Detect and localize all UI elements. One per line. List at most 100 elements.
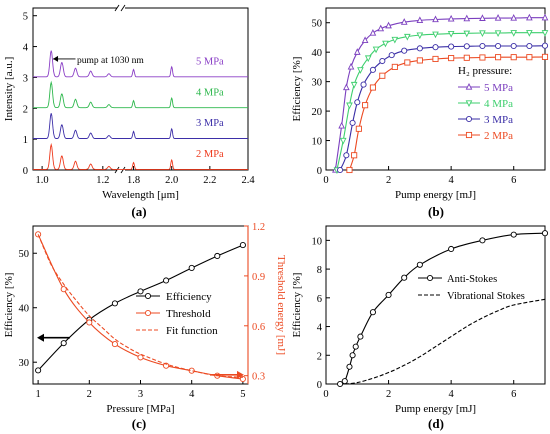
d-point-Anti-Stokes xyxy=(346,363,353,370)
b-point-5-MPa xyxy=(377,24,385,32)
b-point-5-MPa xyxy=(338,121,345,129)
b-legend-marker xyxy=(465,115,473,123)
b-x-axis-title: Pump energy [mJ] xyxy=(395,189,476,201)
b-point-2-MPa xyxy=(346,166,353,174)
b-point-3-MPa xyxy=(354,99,361,106)
b-point-4-MPa xyxy=(357,67,364,74)
d-y-tick-label: 2 xyxy=(317,351,322,362)
d-point-Anti-Stokes xyxy=(337,380,344,388)
panel-label-b: (b) xyxy=(428,204,444,219)
c-legend-label: Threshold xyxy=(166,308,211,320)
c-point-Efficiency xyxy=(214,252,221,260)
a-spectrum-3-MPa xyxy=(33,113,248,139)
b-point-2-MPa xyxy=(526,54,533,61)
c-y-tick-label: 50 xyxy=(19,249,30,260)
a-pump-annotation: pump at 1030 nm xyxy=(77,56,144,66)
b-point-5-MPa xyxy=(353,48,361,55)
d-y-tick-label: 4 xyxy=(317,323,323,334)
b-y-tick-label: 0 xyxy=(317,166,322,177)
c-y-axis-title: Efficiency [%] xyxy=(3,273,15,338)
b-point-4-MPa xyxy=(479,30,486,38)
b-point-3-MPa xyxy=(369,66,376,73)
b-point-4-MPa xyxy=(510,30,518,37)
a-axis-break-gap-top xyxy=(117,5,125,11)
a-x-tick-label: 1.0 xyxy=(36,175,49,186)
a-spectrum-2-MPa xyxy=(33,142,248,170)
c-point-Threshold xyxy=(137,354,144,361)
c-y-tick-label: 40 xyxy=(19,304,30,315)
b-point-2-MPa xyxy=(351,152,358,159)
b-point-2-MPa xyxy=(404,59,411,66)
a-x-tick-label: 2.4 xyxy=(241,175,255,186)
b-point-3-MPa xyxy=(526,42,533,50)
c-y-right-tick-label: 0.9 xyxy=(252,272,265,283)
d-x-tick-label: 6 xyxy=(511,389,516,400)
a-axis-break-mark xyxy=(120,166,126,174)
a-y-tick-label: 1 xyxy=(23,135,28,146)
b-y-tick-label: 20 xyxy=(312,107,323,118)
c-x-axis-title: Pressure [MPa] xyxy=(106,403,174,415)
a-axis-break-mark xyxy=(114,166,120,174)
d-point-Anti-Stokes xyxy=(341,378,348,385)
b-y-tick-label: 40 xyxy=(312,48,323,59)
a-spectrum-5-MPa xyxy=(33,50,248,78)
c-point-Threshold xyxy=(86,319,93,326)
c-point-Threshold xyxy=(163,362,170,369)
b-point-4-MPa xyxy=(391,36,399,44)
a-pump-arrowhead xyxy=(53,55,59,62)
a-plot-frame xyxy=(32,7,249,171)
b-point-3-MPa xyxy=(416,45,423,52)
b-point-2-MPa xyxy=(379,72,386,79)
b-point-2-MPa xyxy=(362,102,369,109)
a-y-axis-title: Intensity [a.u.] xyxy=(3,57,15,121)
b-point-5-MPa xyxy=(541,13,549,21)
b-point-3-MPa xyxy=(479,42,486,50)
a-axis-break-gap-bottom xyxy=(117,167,125,173)
b-point-4-MPa xyxy=(432,31,439,39)
panel-a-spectra: 1.0 1.2 1.8 2.0 2.2 2.4 0 1 2 3 4 5 Wavelength [μm] I… xyxy=(3,4,255,201)
b-legend-label: 3 MPa xyxy=(484,114,513,126)
d-line-Anti-Stokes xyxy=(339,232,546,385)
b-point-4-MPa xyxy=(339,137,347,145)
b-point-4-MPa xyxy=(463,30,471,38)
d-point-Anti-Stokes xyxy=(448,245,455,253)
b-line-2-MPa xyxy=(348,56,546,171)
c-point-Efficiency xyxy=(163,277,170,284)
c-x-tick-label: 5 xyxy=(240,389,245,400)
d-x-tick-label: 0 xyxy=(323,389,328,400)
a-x-tick-label: 1.8 xyxy=(127,175,140,186)
a-axis-break-mark xyxy=(114,4,120,12)
b-point-2-MPa xyxy=(369,84,376,91)
b-point-4-MPa xyxy=(404,33,411,41)
d-y-axis-title: Efficiency [%] xyxy=(291,273,303,338)
c-legend-label: Efficiency xyxy=(166,291,212,303)
b-point-3-MPa xyxy=(388,52,395,59)
a-series-label: 3 MPa xyxy=(196,118,224,129)
b-point-3-MPa xyxy=(495,42,502,50)
b-point-4-MPa xyxy=(447,30,455,38)
b-legend-marker xyxy=(465,131,473,139)
c-point-Efficiency xyxy=(35,367,42,374)
b-legend-label: 4 MPa xyxy=(484,98,513,110)
panel-label-a: (a) xyxy=(131,204,146,219)
b-point-2-MPa xyxy=(463,54,470,61)
b-y-tick-label: 30 xyxy=(312,78,323,89)
b-point-3-MPa xyxy=(379,57,386,65)
b-point-5-MPa xyxy=(385,21,392,29)
b-y-axis-title: Efficiency [%] xyxy=(291,57,303,122)
c-y-right-tick-label: 1.2 xyxy=(252,222,265,233)
b-point-5-MPa xyxy=(432,15,439,23)
b-point-5-MPa xyxy=(416,16,424,24)
c-point-Threshold xyxy=(188,367,195,374)
a-y-tick-label: 2 xyxy=(23,104,28,115)
a-x-tick-label: 2.0 xyxy=(165,175,178,186)
d-x-tick-label: 4 xyxy=(449,389,455,400)
b-point-3-MPa xyxy=(432,44,439,51)
a-y-tick-label: 3 xyxy=(23,73,28,84)
b-point-2-MPa xyxy=(448,55,455,62)
c-right-axis-arrowhead xyxy=(237,370,244,379)
b-point-4-MPa xyxy=(346,102,353,110)
b-point-3-MPa xyxy=(541,42,549,49)
b-y-tick-label: 10 xyxy=(312,137,323,148)
b-point-4-MPa xyxy=(526,30,533,37)
